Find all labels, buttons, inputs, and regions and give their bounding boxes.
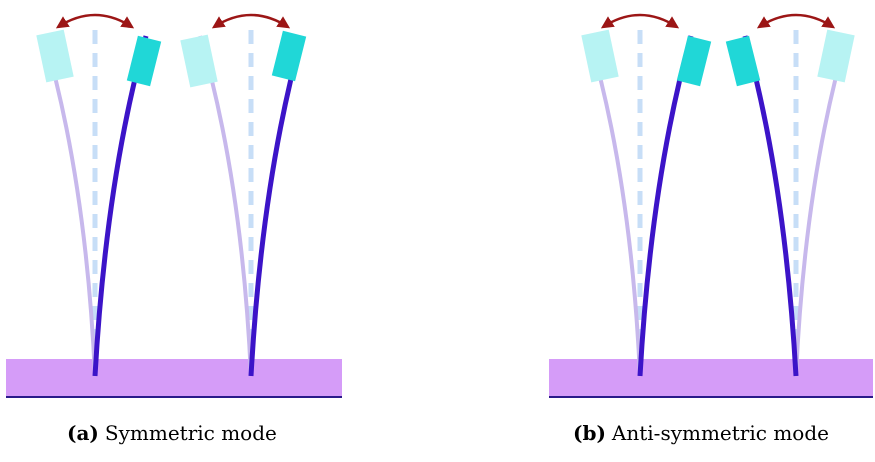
beam-active — [92, 35, 149, 377]
beam-left — [36, 13, 162, 377]
beam-ghost — [198, 35, 253, 377]
beam-active — [637, 35, 694, 377]
tip-mass-ghost — [36, 29, 74, 83]
tip-mass-active — [676, 35, 712, 87]
oscillation-arrow — [756, 13, 836, 29]
oscillation-arrow — [211, 13, 291, 29]
tip-mass-ghost — [817, 29, 855, 83]
beam-active — [742, 35, 799, 377]
caption-label: (a) — [67, 421, 99, 445]
panel-a — [6, 13, 342, 398]
panel-b — [549, 13, 873, 398]
caption-text: Symmetric mode — [104, 421, 277, 445]
beam-ghost — [42, 35, 97, 377]
beam-right — [725, 13, 855, 377]
base-plate — [549, 359, 873, 397]
beam-ghost — [794, 35, 849, 377]
tip-mass-ghost — [581, 29, 619, 83]
oscillation-arrow — [55, 13, 135, 29]
caption-panel-b: (b) Anti-symmetric mode — [573, 423, 829, 443]
beam-right — [180, 13, 307, 377]
caption-text: Anti-symmetric mode — [611, 421, 829, 445]
tip-mass-active — [126, 35, 162, 87]
base-plate — [6, 359, 342, 397]
caption-panel-a: (a) Symmetric mode — [67, 423, 277, 443]
tip-mass-active — [725, 35, 761, 87]
beam-ghost — [587, 35, 642, 377]
tip-mass-active — [271, 30, 307, 82]
tip-mass-ghost — [180, 34, 218, 88]
caption-label: (b) — [573, 421, 606, 445]
beam-active — [248, 35, 305, 377]
oscillation-arrow — [600, 13, 680, 29]
beam-left — [581, 13, 712, 377]
